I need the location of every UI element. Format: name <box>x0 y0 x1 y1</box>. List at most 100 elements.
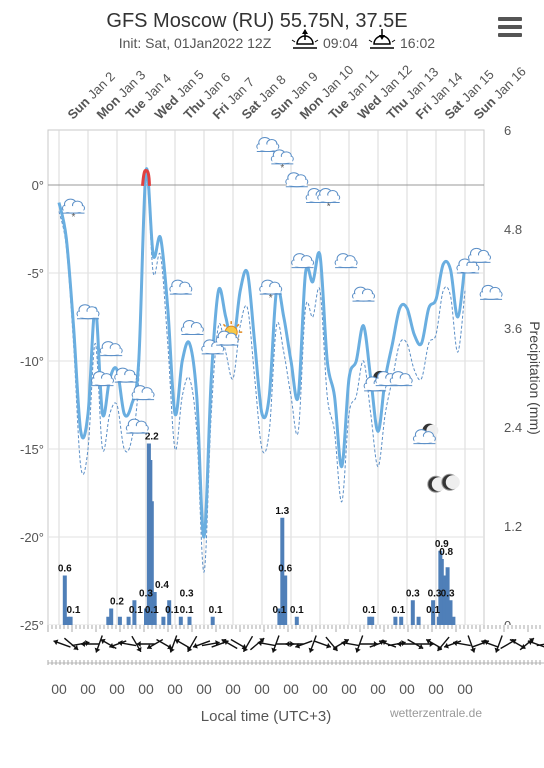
x-tick-label: 00 <box>196 681 212 697</box>
x-tick-label: 00 <box>167 681 183 697</box>
svg-text:*: * <box>72 212 76 223</box>
wind-arrow <box>378 639 397 648</box>
precipitation-bar <box>149 501 154 625</box>
precipitation-label: 0.4 <box>155 580 169 591</box>
precipitation-bars <box>62 443 456 625</box>
precipitation-label: 2.2 <box>145 432 159 443</box>
temperature-tick-label: 0° <box>32 178 44 193</box>
wind-arrow <box>221 638 238 650</box>
precipitation-bar <box>144 608 148 625</box>
wind-arrow <box>109 640 127 649</box>
wind-arrow <box>436 636 450 652</box>
precipitation-label: 0.1 <box>165 605 179 616</box>
precipitation-bar <box>161 616 166 625</box>
x-axis-label: Local time (UTC+3) <box>201 708 331 725</box>
x-tick-label: 00 <box>138 681 154 697</box>
precipitation-axis-label: Precipitation (mm) <box>527 321 543 435</box>
wind-arrow <box>136 641 155 647</box>
precipitation-bar <box>399 616 404 625</box>
temperature-line <box>57 167 467 539</box>
wind-arrow <box>452 640 471 647</box>
x-tick-label: 00 <box>225 681 241 697</box>
x-tick-label: 00 <box>80 681 96 697</box>
wind-arrow <box>308 635 317 653</box>
wind-arrow <box>118 640 137 647</box>
wind-arrow <box>53 639 71 648</box>
hamburger-menu-icon[interactable] <box>498 17 522 37</box>
precipitation-bar <box>370 616 375 625</box>
precipitation-bar <box>106 616 111 625</box>
wind-arrow <box>467 635 476 653</box>
moon-icon <box>427 473 460 493</box>
precipitation-label: 0.3 <box>406 588 420 599</box>
precipitation-bar <box>187 616 192 625</box>
source-credit: wetterzentrale.de <box>389 706 482 720</box>
hour-ticks <box>47 625 541 665</box>
precipitation-bar <box>442 575 447 625</box>
precipitation-bar <box>65 616 70 625</box>
wind-arrow <box>536 643 544 647</box>
temperature-tick-label: -15° <box>20 442 44 457</box>
weather-icons: * * * * <box>62 137 503 493</box>
precipitation-label: 0.1 <box>290 605 304 616</box>
wind-arrow <box>481 639 499 648</box>
precipitation-label: 0.1 <box>391 605 405 616</box>
precipitation-bar <box>68 616 73 625</box>
wind-arrow <box>100 638 117 650</box>
precipitation-bar <box>152 592 157 625</box>
wind-arrows <box>53 635 544 653</box>
precipitation-label: 0.1 <box>362 605 376 616</box>
precipitation-bar <box>451 616 456 625</box>
precipitation-axis: 64.83.62.41.20 <box>504 123 522 633</box>
x-tick-label: 00 <box>283 681 299 697</box>
cloud-icon <box>479 284 503 300</box>
x-axis-tick-labels: 00 00 00 00 00 00 00 00 00 00 00 00 00 00 00 <box>51 681 473 697</box>
wind-arrow <box>527 639 544 648</box>
precipitation-tick-label: 6 <box>504 123 511 138</box>
precipitation-bar <box>410 600 415 625</box>
precipitation-label: 0.6 <box>278 564 292 575</box>
precipitation-bar <box>210 616 215 625</box>
precipitation-label: 0.9 <box>435 539 449 550</box>
precipitation-bar <box>439 559 444 625</box>
cloud-snow-icon: * <box>62 198 85 223</box>
wind-arrow <box>494 635 503 653</box>
precipitation-bar <box>445 567 450 625</box>
precipitation-bar <box>283 575 288 625</box>
wind-arrow <box>80 641 99 647</box>
precipitation-tick-label: 1.2 <box>504 519 522 534</box>
wind-arrow <box>156 638 173 650</box>
wind-arrow <box>169 635 178 653</box>
precipitation-label: 0.1 <box>67 605 81 616</box>
temperature-tick-label: -20° <box>20 530 44 545</box>
init-text: Init: Sat, 01Jan2022 12Z <box>119 35 272 51</box>
precipitation-bar <box>448 600 453 625</box>
wind-arrow <box>257 640 276 647</box>
wind-arrow <box>355 635 364 653</box>
cloud-snow-icon: * <box>317 188 341 213</box>
x-tick-label: 00 <box>428 681 444 697</box>
wind-arrow <box>407 638 424 650</box>
wind-arrow <box>425 638 443 650</box>
wind-arrow <box>131 635 142 653</box>
precipitation-label: 0.1 <box>145 605 159 616</box>
sunset-icon <box>368 29 396 49</box>
precipitation-bar <box>132 600 137 625</box>
precipitation-bar <box>294 616 299 625</box>
wind-arrow <box>192 640 211 649</box>
svg-text:*: * <box>327 202 331 213</box>
x-tick-label: 00 <box>370 681 386 697</box>
x-tick-label: 00 <box>457 681 473 697</box>
precipitation-bar <box>416 616 421 625</box>
precipitation-label: 0.1 <box>426 605 440 616</box>
precipitation-label: 0.3 <box>139 588 153 599</box>
precipitation-bar <box>167 600 172 625</box>
cloud-icon <box>468 247 491 263</box>
wind-arrow <box>397 641 416 647</box>
precipitation-label: 0.2 <box>110 597 124 608</box>
precipitation-label: 1.3 <box>275 506 289 517</box>
x-tick-label: 00 <box>341 681 357 697</box>
temperature-above-zero-line <box>141 168 151 187</box>
precipitation-tick-label: 3.6 <box>504 321 522 336</box>
